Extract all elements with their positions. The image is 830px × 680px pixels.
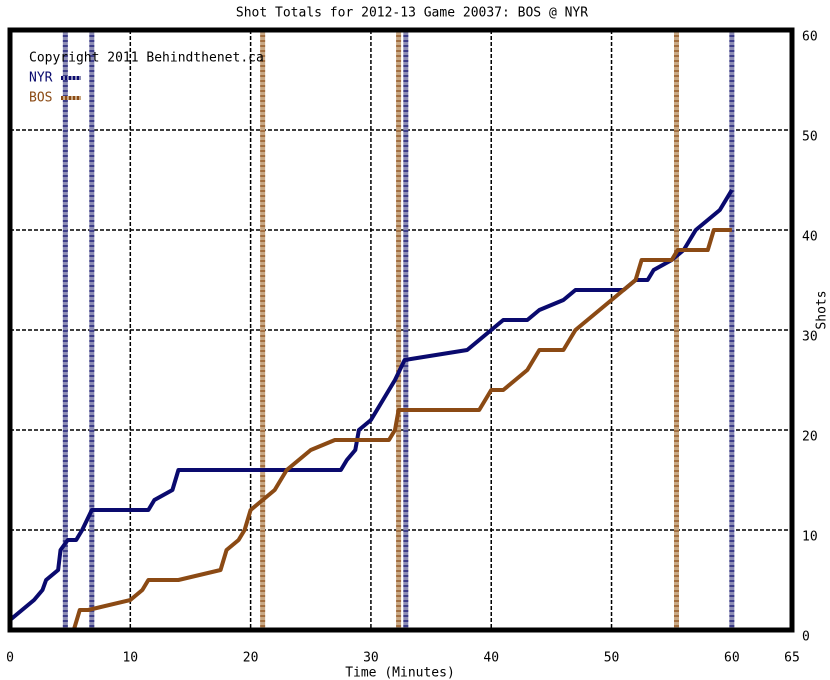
- y-tick-label: 60: [802, 30, 818, 45]
- legend-label: BOS: [29, 91, 52, 106]
- x-tick-label: 20: [243, 651, 259, 666]
- plot-frame: [7, 27, 795, 633]
- x-tick-label: 30: [363, 651, 379, 666]
- x-tick-label: 50: [604, 651, 620, 666]
- series-line: [8, 188, 734, 622]
- annotation: Copyright 2011 Behindthenet.ca: [29, 51, 264, 66]
- x-tick-label: 65: [784, 651, 800, 666]
- chart-title: Shot Totals for 2012-13 Game 20037: BOS …: [236, 6, 588, 21]
- x-axis-label: Time (Minutes): [345, 666, 455, 680]
- y-tick-label: 20: [802, 430, 818, 445]
- y-tick-label: 10: [802, 530, 818, 545]
- y-tick-label: 40: [802, 230, 818, 245]
- y-tick-label: 30: [802, 330, 818, 345]
- x-tick-label: 10: [122, 651, 138, 666]
- y-tick-label: 50: [802, 130, 818, 145]
- y-axis-label: Shots: [815, 290, 830, 329]
- x-tick-label: 0: [6, 651, 14, 666]
- x-tick-label: 60: [724, 651, 740, 666]
- series-line: [10, 228, 732, 632]
- legend-label: NYR: [29, 71, 53, 86]
- x-tick-label: 40: [483, 651, 499, 666]
- y-tick-label: 0: [802, 630, 810, 645]
